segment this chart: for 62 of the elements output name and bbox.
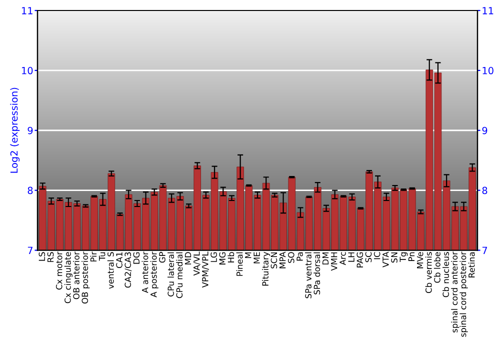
x-tick-label: VMH	[331, 252, 338, 271]
x-tick-label: SCN	[270, 252, 278, 268]
x-tick-label: VPM/VPL	[202, 252, 210, 288]
x-tick-label: VTA	[382, 252, 389, 268]
x-tick-label: Cx motor	[56, 252, 62, 290]
x-tick-label: OB anterior	[73, 252, 80, 300]
x-tick-label: Pir	[90, 252, 97, 262]
x-tick-label: VA/VL	[194, 252, 200, 276]
x-tick-label: GP	[159, 252, 166, 263]
x-tick-label: LS	[38, 252, 46, 261]
x-tick-label: Tg	[400, 252, 408, 262]
x-tick-label: LG	[210, 252, 217, 262]
x-tick-label: SN	[391, 252, 398, 263]
x-tick-label: DM	[322, 252, 329, 264]
x-tick-label: A anterior	[142, 252, 148, 293]
y2-tick-label: 9	[482, 126, 488, 134]
x-tick-label: Pineal	[236, 252, 243, 276]
x-tick-label: Cb lobe	[434, 252, 440, 283]
x-tick-label: CA2/CA3	[124, 252, 132, 288]
y-tick-label: 8	[28, 186, 33, 194]
x-tick-label: Pn	[408, 252, 414, 261]
x-tick-label: CPu lateral	[168, 252, 174, 296]
x-tick-label: Cb vermis	[425, 252, 432, 294]
x-tick-label: IC	[374, 252, 380, 260]
x-tick-label: Retina	[468, 252, 475, 278]
y2-tick-label: 10	[482, 66, 494, 74]
x-tick-label: RS	[47, 252, 54, 262]
x-tick-label: Cx cingulate	[64, 252, 72, 304]
x-tick-label: Cb nucleus	[442, 252, 449, 298]
x-tick-label: MG	[219, 252, 226, 264]
y-axis-title: Log2 (expression)	[10, 88, 20, 173]
y-tick-label: 10	[22, 66, 33, 74]
x-tick-label: CA1	[116, 252, 122, 268]
x-tick-label: MD	[184, 252, 192, 264]
y2-tick-label: 7	[482, 246, 488, 254]
x-tick-label: ventral S	[107, 252, 114, 289]
x-tick-label: SPa dorsal	[314, 252, 320, 294]
x-tick-label: Hb	[228, 252, 234, 262]
y2-tick-label: 8	[482, 186, 488, 194]
x-tick-label: MPA	[280, 252, 286, 268]
x-tick-label: CPu medial	[176, 252, 183, 298]
y-tick-label: 11	[22, 7, 32, 14]
x-tick-label: Pituitary	[262, 252, 270, 286]
x-tick-label: Pa	[296, 252, 303, 261]
x-tick-label: M	[245, 252, 252, 258]
x-tick-label: spinal cord posterior	[460, 252, 468, 337]
x-tick-label: SO	[288, 252, 294, 263]
x-tick-label: PAG	[356, 252, 364, 268]
y2-tick-label: 11	[482, 7, 494, 14]
x-tick-label: spinal cord anterior	[451, 252, 460, 332]
x-tick-label: MVe	[417, 252, 424, 268]
x-tick-label: SC	[365, 252, 372, 262]
x-tick-label: Tu	[99, 252, 106, 261]
x-tick-label: SPa ventral	[305, 252, 312, 298]
y-tick-label: 9	[28, 126, 33, 134]
x-tick-label: LH	[348, 252, 354, 262]
x-tick-label: OB posterior	[82, 252, 90, 304]
x-tick-label: A posterior	[150, 252, 158, 298]
x-tick-label: Arc	[340, 252, 346, 266]
x-tick-label: ME	[254, 252, 260, 264]
x-tick-label: DG	[133, 252, 140, 264]
y-tick-label: 7	[28, 246, 32, 254]
